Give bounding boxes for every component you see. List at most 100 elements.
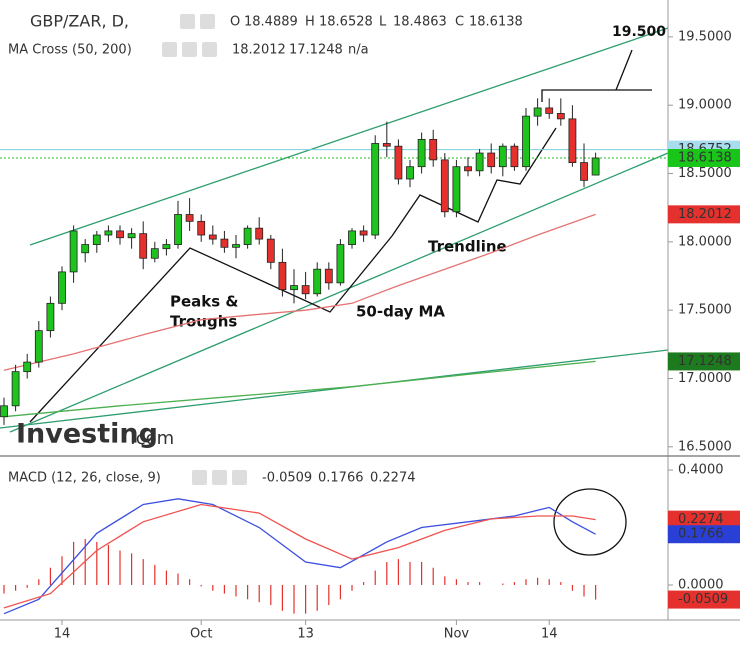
y-tick-label: 0.0000	[678, 577, 724, 592]
line-series	[3, 498, 596, 615]
candle-body	[440, 159, 449, 213]
candle-body	[266, 238, 275, 263]
x-tick-label: 13	[297, 627, 314, 642]
candle-body	[232, 244, 240, 248]
annotation: 19.500	[612, 24, 666, 40]
icon	[192, 470, 207, 485]
candle-body	[150, 248, 159, 259]
candle-body	[58, 271, 66, 304]
trend-zigzag	[391, 127, 557, 237]
candle-body	[81, 244, 90, 254]
y-tick-label: 0.4000	[678, 463, 724, 478]
candle-body	[452, 166, 461, 213]
macd-readout: 0.1766	[318, 471, 364, 486]
candle-body	[220, 238, 229, 248]
watermark: .com	[130, 428, 174, 449]
candle-body	[174, 214, 182, 245]
x-tick-label: 14	[541, 627, 558, 642]
indicator-readout: n/a	[348, 43, 369, 58]
candle-body	[382, 143, 391, 147]
candle-body	[69, 230, 78, 273]
annotation: Peaks &	[170, 293, 239, 311]
macd-readout: -0.0509	[262, 471, 312, 486]
annotation: Trendline	[428, 238, 507, 256]
indicator-readout: 17.1248	[289, 43, 343, 58]
field-label: O	[230, 15, 240, 30]
candle-body	[139, 233, 148, 259]
candle-body	[162, 244, 171, 250]
candle-body	[487, 152, 496, 168]
price-label-box	[668, 205, 740, 224]
icon	[182, 42, 197, 57]
drawings	[0, 27, 669, 556]
candle-body	[406, 166, 414, 180]
candle-body	[255, 227, 264, 240]
price-label: -0.0509	[678, 592, 728, 607]
y-tick-label: 16.5000	[678, 439, 732, 454]
field-value: 18.4889	[244, 15, 298, 30]
y-tick-label: 18.0000	[678, 234, 732, 249]
indicator-title: MA Cross (50, 200)	[8, 43, 132, 58]
candle-body	[0, 405, 8, 418]
candle-body	[498, 145, 507, 168]
price-label-box	[668, 148, 740, 167]
price-label: 17.1248	[678, 354, 732, 369]
candle-body	[46, 302, 55, 332]
candle-body	[522, 115, 530, 168]
candle-body	[11, 371, 20, 407]
candle-body	[313, 268, 322, 295]
line-series	[3, 360, 596, 418]
candle-body	[533, 107, 542, 117]
candle-body	[429, 138, 438, 161]
field-value: 18.4863	[393, 15, 447, 30]
candle-body	[556, 113, 565, 120]
annotation: 50-day MA	[356, 303, 445, 321]
y-tick-label: 18.5000	[678, 166, 732, 181]
icon	[232, 470, 247, 485]
candle-body	[510, 145, 519, 168]
price-label: 18.2012	[678, 207, 732, 222]
indicator-readout: 18.2012	[232, 43, 286, 58]
candle-body	[394, 145, 403, 180]
y-tick-label: 19.5000	[678, 29, 732, 44]
x-tick-label: Oct	[190, 627, 212, 642]
resistance-line	[541, 89, 652, 102]
icon	[180, 14, 195, 29]
price-label-box	[668, 590, 740, 609]
channel-lower	[9, 152, 669, 433]
watermark: Investing	[16, 419, 158, 450]
candle-body	[116, 230, 124, 239]
price-label-box	[668, 510, 740, 529]
field-label: L	[379, 15, 387, 30]
candle-body	[348, 230, 356, 245]
candle-body	[580, 162, 588, 181]
candle-body	[185, 214, 194, 222]
candle-body	[568, 118, 577, 163]
field-label: H	[305, 15, 315, 30]
callout-line	[615, 49, 633, 91]
highlight-circle	[553, 488, 627, 556]
candle-body	[475, 152, 484, 172]
symbol-title: GBP/ZAR, D,	[30, 12, 129, 31]
candle-body	[34, 330, 43, 363]
macd-readout: 0.2274	[370, 471, 416, 486]
annotation: Troughs	[170, 313, 237, 331]
long-trendline	[0, 349, 669, 429]
channel-upper	[29, 27, 669, 246]
toolbar-icons	[162, 14, 247, 485]
y-tick-label: 17.5000	[678, 303, 732, 318]
candle-body	[371, 143, 380, 236]
line-series	[3, 213, 596, 371]
candle-body	[127, 233, 136, 239]
candle-body	[324, 268, 333, 284]
candle-body	[417, 138, 426, 168]
candle-body	[23, 361, 32, 373]
icon	[202, 42, 217, 57]
x-tick-label: 14	[54, 627, 71, 642]
candle-body	[301, 285, 310, 295]
candle-body	[359, 230, 368, 236]
candle-body	[290, 285, 298, 291]
y-tick-label: 19.0000	[678, 98, 732, 113]
